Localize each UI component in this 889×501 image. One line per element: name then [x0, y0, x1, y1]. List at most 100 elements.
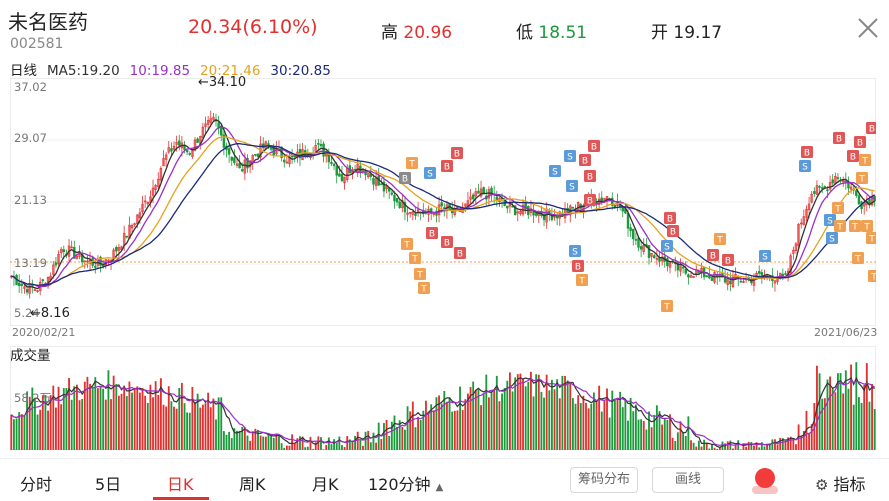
candle-body [482, 187, 485, 195]
volume-bar [834, 392, 837, 450]
volume-bar [734, 445, 737, 450]
volume-bar [278, 435, 280, 450]
volume-bar [855, 362, 858, 450]
volume-bar [83, 381, 86, 450]
candle-body [17, 282, 21, 286]
candle-body [146, 202, 149, 205]
candle-body [477, 190, 480, 194]
close-icon[interactable] [856, 16, 880, 40]
candle-body [369, 173, 373, 177]
y-label-2: 29.07 [14, 131, 47, 145]
candle-body [813, 191, 816, 194]
signal-badge-box [722, 254, 734, 266]
open-label: 开 [651, 23, 668, 43]
volume-bar [682, 431, 685, 450]
volume-bar [149, 384, 152, 450]
candle-body [256, 153, 260, 157]
tab-intraday[interactable]: 分时 [20, 475, 53, 494]
candle-body [506, 205, 509, 209]
volume-bar [254, 428, 257, 450]
end-date: 2021/06/23 [814, 326, 878, 339]
tab-5day[interactable]: 5日 [95, 475, 122, 494]
signal-badge-letter: T [416, 271, 423, 281]
volume-bar [409, 411, 412, 450]
signal-badge: T [866, 232, 876, 245]
candle-body [794, 243, 798, 252]
volume-bar [275, 434, 278, 450]
volume-bar [264, 436, 267, 450]
volume-bar [401, 426, 404, 450]
volume-chart[interactable] [10, 346, 876, 450]
settings-gear-icon: ⚙ [815, 476, 829, 494]
candle-body [356, 164, 359, 174]
volume-bar [469, 387, 472, 450]
signal-badge: S [569, 245, 581, 258]
signal-badge-box [826, 232, 838, 244]
volume-bar [73, 386, 76, 450]
candle-body [828, 182, 832, 190]
indicator-button[interactable]: ⚙ 指标 [815, 471, 866, 495]
volume-bar [157, 395, 160, 450]
draw-line-button[interactable]: 画线 [652, 467, 724, 493]
signal-badge-box [406, 157, 418, 169]
volume-bar [624, 399, 627, 450]
tab-120min[interactable]: 120分钟 ▲ [368, 471, 443, 495]
signal-badge-letter: B [587, 173, 593, 183]
volume-bar [70, 399, 73, 450]
candle-body [322, 143, 325, 157]
candle-body [576, 202, 580, 211]
volume-bar [459, 386, 461, 450]
candle-body [826, 189, 829, 192]
candle-body [293, 155, 296, 158]
candle-body [542, 213, 546, 221]
signal-badge: T [832, 202, 844, 215]
tab-monthly-k[interactable]: 月K [312, 475, 339, 494]
volume-bar [309, 436, 312, 450]
record-dot-icon[interactable] [755, 468, 775, 488]
signal-badge-letter: S [567, 153, 573, 163]
volume-bar [569, 382, 572, 450]
signal-badge-letter: T [836, 223, 843, 233]
volume-bar [490, 391, 493, 450]
ma20-line [11, 136, 875, 287]
signal-badge-letter: T [858, 175, 865, 185]
volume-bar [842, 393, 845, 450]
volume-bar [383, 423, 385, 450]
volume-bar [684, 436, 687, 450]
y-label-4: 13.19 [14, 256, 47, 270]
volume-bar [661, 424, 664, 450]
volume-bar [314, 442, 317, 450]
volume-bar [574, 403, 577, 450]
candle-body [639, 246, 643, 250]
volume-bar [251, 431, 254, 450]
volume-bar [52, 385, 55, 450]
record-dot-shadow [752, 486, 778, 494]
volume-bar [107, 370, 110, 450]
volume-bar [590, 403, 593, 450]
signal-badge-letter: B [850, 153, 856, 163]
volume-bar [196, 393, 199, 450]
volume-bar [425, 400, 427, 450]
signal-badge-letter: B [454, 150, 460, 160]
tab-weekly-k[interactable]: 周K [239, 475, 266, 494]
ma30-line [11, 143, 876, 287]
tab-daily-k[interactable]: 日K [167, 475, 194, 494]
signal-badge-box [426, 227, 438, 239]
volume-ma-lines [10, 376, 876, 448]
candle-body [94, 265, 97, 268]
signal-badge: B [667, 225, 679, 238]
volume-bar [548, 390, 551, 450]
volume-bar [120, 393, 123, 450]
chip-distribution-button[interactable]: 筹码分布 [570, 467, 638, 493]
candle-body [723, 276, 727, 283]
signal-badge-box [824, 214, 836, 226]
candle-body [666, 258, 669, 267]
candle-body [789, 255, 792, 273]
signal-badge: T [849, 220, 861, 233]
volume-bar [498, 401, 501, 450]
candle-body [408, 212, 412, 214]
signal-badge-box [759, 250, 771, 262]
volume-bar [697, 440, 700, 450]
candle-body [130, 225, 134, 229]
